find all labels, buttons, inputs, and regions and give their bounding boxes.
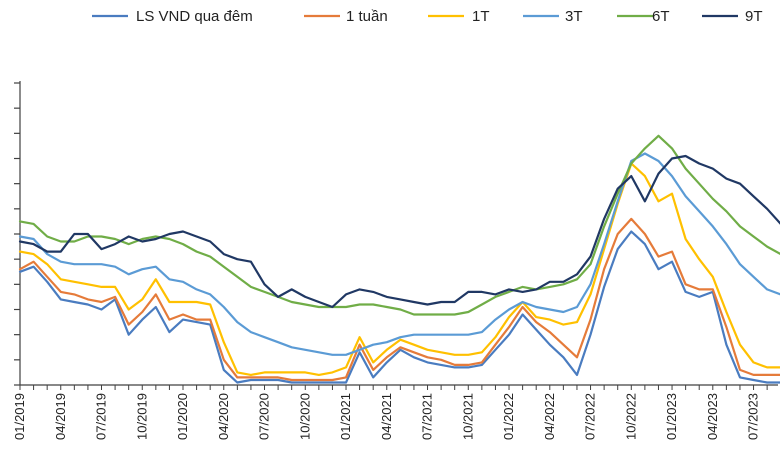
- chart-legend: LS VND qua đêm 1 tuần 1T 3T 6T 9T: [92, 8, 763, 25]
- series-line-5: [18, 154, 780, 309]
- x-tick-label: 01/2021: [338, 393, 353, 440]
- series-line-2: [18, 162, 780, 376]
- y-axis: [14, 81, 21, 386]
- x-tick-label: 07/2022: [583, 393, 598, 440]
- x-tick-label: 01/2019: [12, 393, 27, 440]
- series-line-1: [18, 217, 780, 382]
- x-tick-label: 10/2020: [297, 393, 312, 440]
- x-tick-label: 01/2020: [175, 393, 190, 440]
- legend-label-0: LS VND qua đêm: [136, 8, 253, 25]
- x-tick-label: 01/2023: [664, 393, 679, 440]
- x-tick-label: 01/2022: [501, 393, 516, 440]
- legend-label-2: 1T: [472, 8, 490, 25]
- x-axis: 01/2019 04/2019 07/2019 10/2019 01/2020 04/20…: [12, 384, 778, 440]
- x-tick-label: 07/2021: [420, 393, 435, 440]
- legend-label-3: 3T: [565, 8, 583, 25]
- x-tick-label: 04/2022: [542, 393, 557, 440]
- series-line-4: [18, 134, 780, 316]
- series-line-0: [18, 230, 780, 384]
- legend-label-4: 6T: [652, 8, 670, 25]
- x-tick-label: 07/2023: [746, 393, 761, 440]
- legend-label-5: 9T: [745, 8, 763, 25]
- x-tick-label: 04/2019: [53, 393, 68, 440]
- x-tick-label: 10/2019: [134, 393, 149, 440]
- x-tick-label: 10/2021: [460, 393, 475, 440]
- x-tick-label: 10/2022: [623, 393, 638, 440]
- x-tick-label: 07/2020: [257, 393, 272, 440]
- series-line-3: [18, 152, 780, 356]
- x-tick-label: 04/2021: [379, 393, 394, 440]
- x-tick-label: 04/2020: [216, 393, 231, 440]
- x-tick-label: 04/2023: [705, 393, 720, 440]
- x-tick-label: 07/2019: [94, 393, 109, 440]
- plot-series: [18, 134, 780, 384]
- legend-label-1: 1 tuần: [346, 8, 388, 25]
